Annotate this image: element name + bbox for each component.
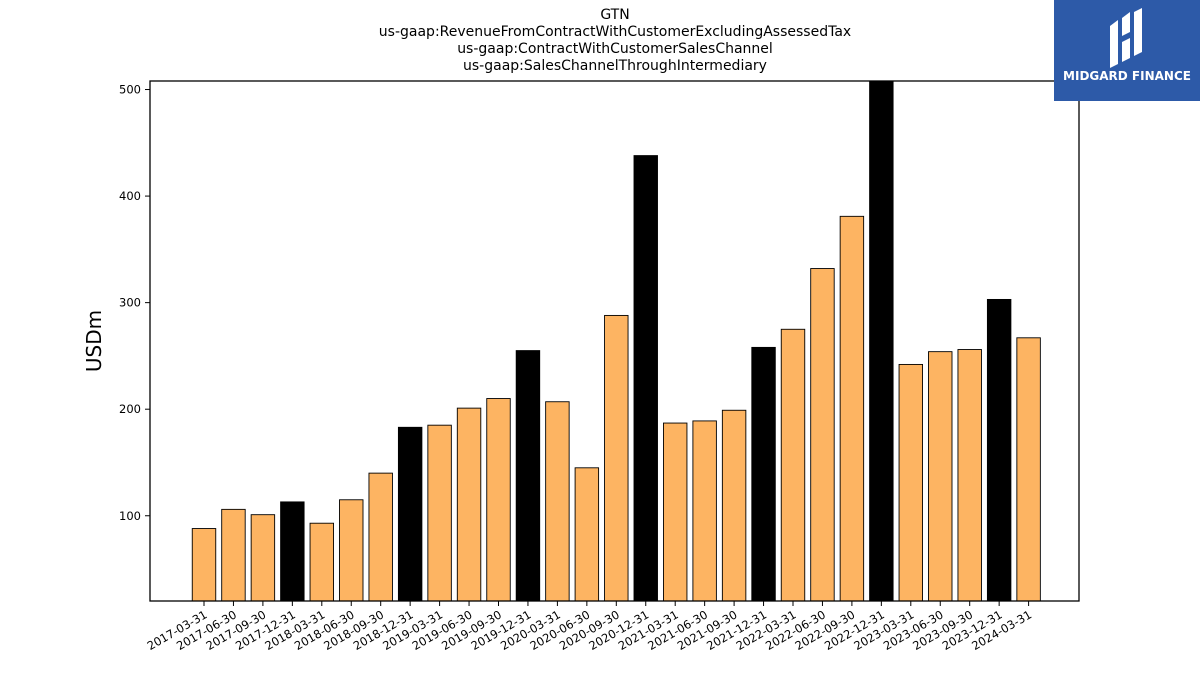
bar-2023-12-31 bbox=[986, 298, 1012, 602]
bar-2022-06-30 bbox=[810, 268, 835, 602]
bar-2018-09-30 bbox=[368, 472, 393, 602]
x-axis-ticks: 2017-03-312017-06-302017-09-302017-12-31… bbox=[145, 601, 1034, 653]
y-axis-label: USDm bbox=[82, 310, 106, 372]
bar-2021-12-31 bbox=[751, 346, 776, 602]
bar-2020-06-30 bbox=[574, 467, 600, 602]
plot-frame bbox=[149, 80, 1080, 602]
bar-2018-12-31 bbox=[397, 426, 423, 602]
bar-2017-06-30 bbox=[221, 508, 246, 602]
bar-2021-03-31 bbox=[663, 422, 688, 602]
bar-2017-09-30 bbox=[250, 514, 276, 602]
chart-subtitle-member: us-gaap:SalesChannelThroughIntermediary bbox=[463, 58, 767, 74]
chart-subtitle-concept: us-gaap:RevenueFromContractWithCustomerE… bbox=[378, 24, 852, 40]
bar-2022-09-30 bbox=[839, 215, 865, 602]
bar-2017-03-31 bbox=[191, 528, 217, 602]
bar-2020-03-31 bbox=[545, 401, 570, 602]
bar-2023-03-31 bbox=[898, 363, 923, 602]
bar-2019-06-30 bbox=[456, 407, 482, 602]
bar-2024-03-31 bbox=[1016, 337, 1041, 602]
bar-2018-06-30 bbox=[339, 499, 364, 602]
y-axis-ticks: 100 200 300 400 500 bbox=[119, 83, 150, 523]
y-tick-label: 400 bbox=[119, 189, 141, 203]
bar-2022-03-31 bbox=[780, 328, 806, 602]
bar-2021-06-30 bbox=[692, 420, 717, 602]
y-tick-label: 100 bbox=[119, 509, 141, 523]
bar-2019-09-30 bbox=[486, 398, 511, 602]
bar-2018-03-31 bbox=[309, 522, 334, 602]
bar-2020-09-30 bbox=[604, 314, 629, 602]
bars-layer bbox=[191, 80, 1041, 602]
bar-2017-12-31 bbox=[280, 501, 305, 602]
y-tick-label: 200 bbox=[119, 402, 141, 416]
y-tick-label: 300 bbox=[119, 296, 141, 310]
logo-text: MIDGARD FINANCE bbox=[1063, 69, 1191, 83]
bar-2021-09-30 bbox=[721, 409, 747, 602]
bar-2023-06-30 bbox=[928, 351, 953, 602]
y-tick-label: 500 bbox=[119, 83, 141, 97]
bar-2020-12-31 bbox=[633, 155, 658, 602]
bar-2019-12-31 bbox=[515, 350, 541, 602]
bar-2022-12-31 bbox=[869, 80, 894, 602]
chart-subtitle-axis: us-gaap:ContractWithCustomerSalesChannel bbox=[457, 41, 773, 57]
midgard-finance-logo: MIDGARD FINANCE bbox=[1054, 0, 1200, 101]
bar-2023-09-30 bbox=[957, 349, 982, 602]
chart-title-block: GTN us-gaap:RevenueFromContractWithCusto… bbox=[0, 7, 1200, 75]
bar-2019-03-31 bbox=[427, 424, 452, 602]
chart-title: GTN bbox=[600, 7, 630, 23]
midgard-logo-icon bbox=[1110, 8, 1142, 68]
